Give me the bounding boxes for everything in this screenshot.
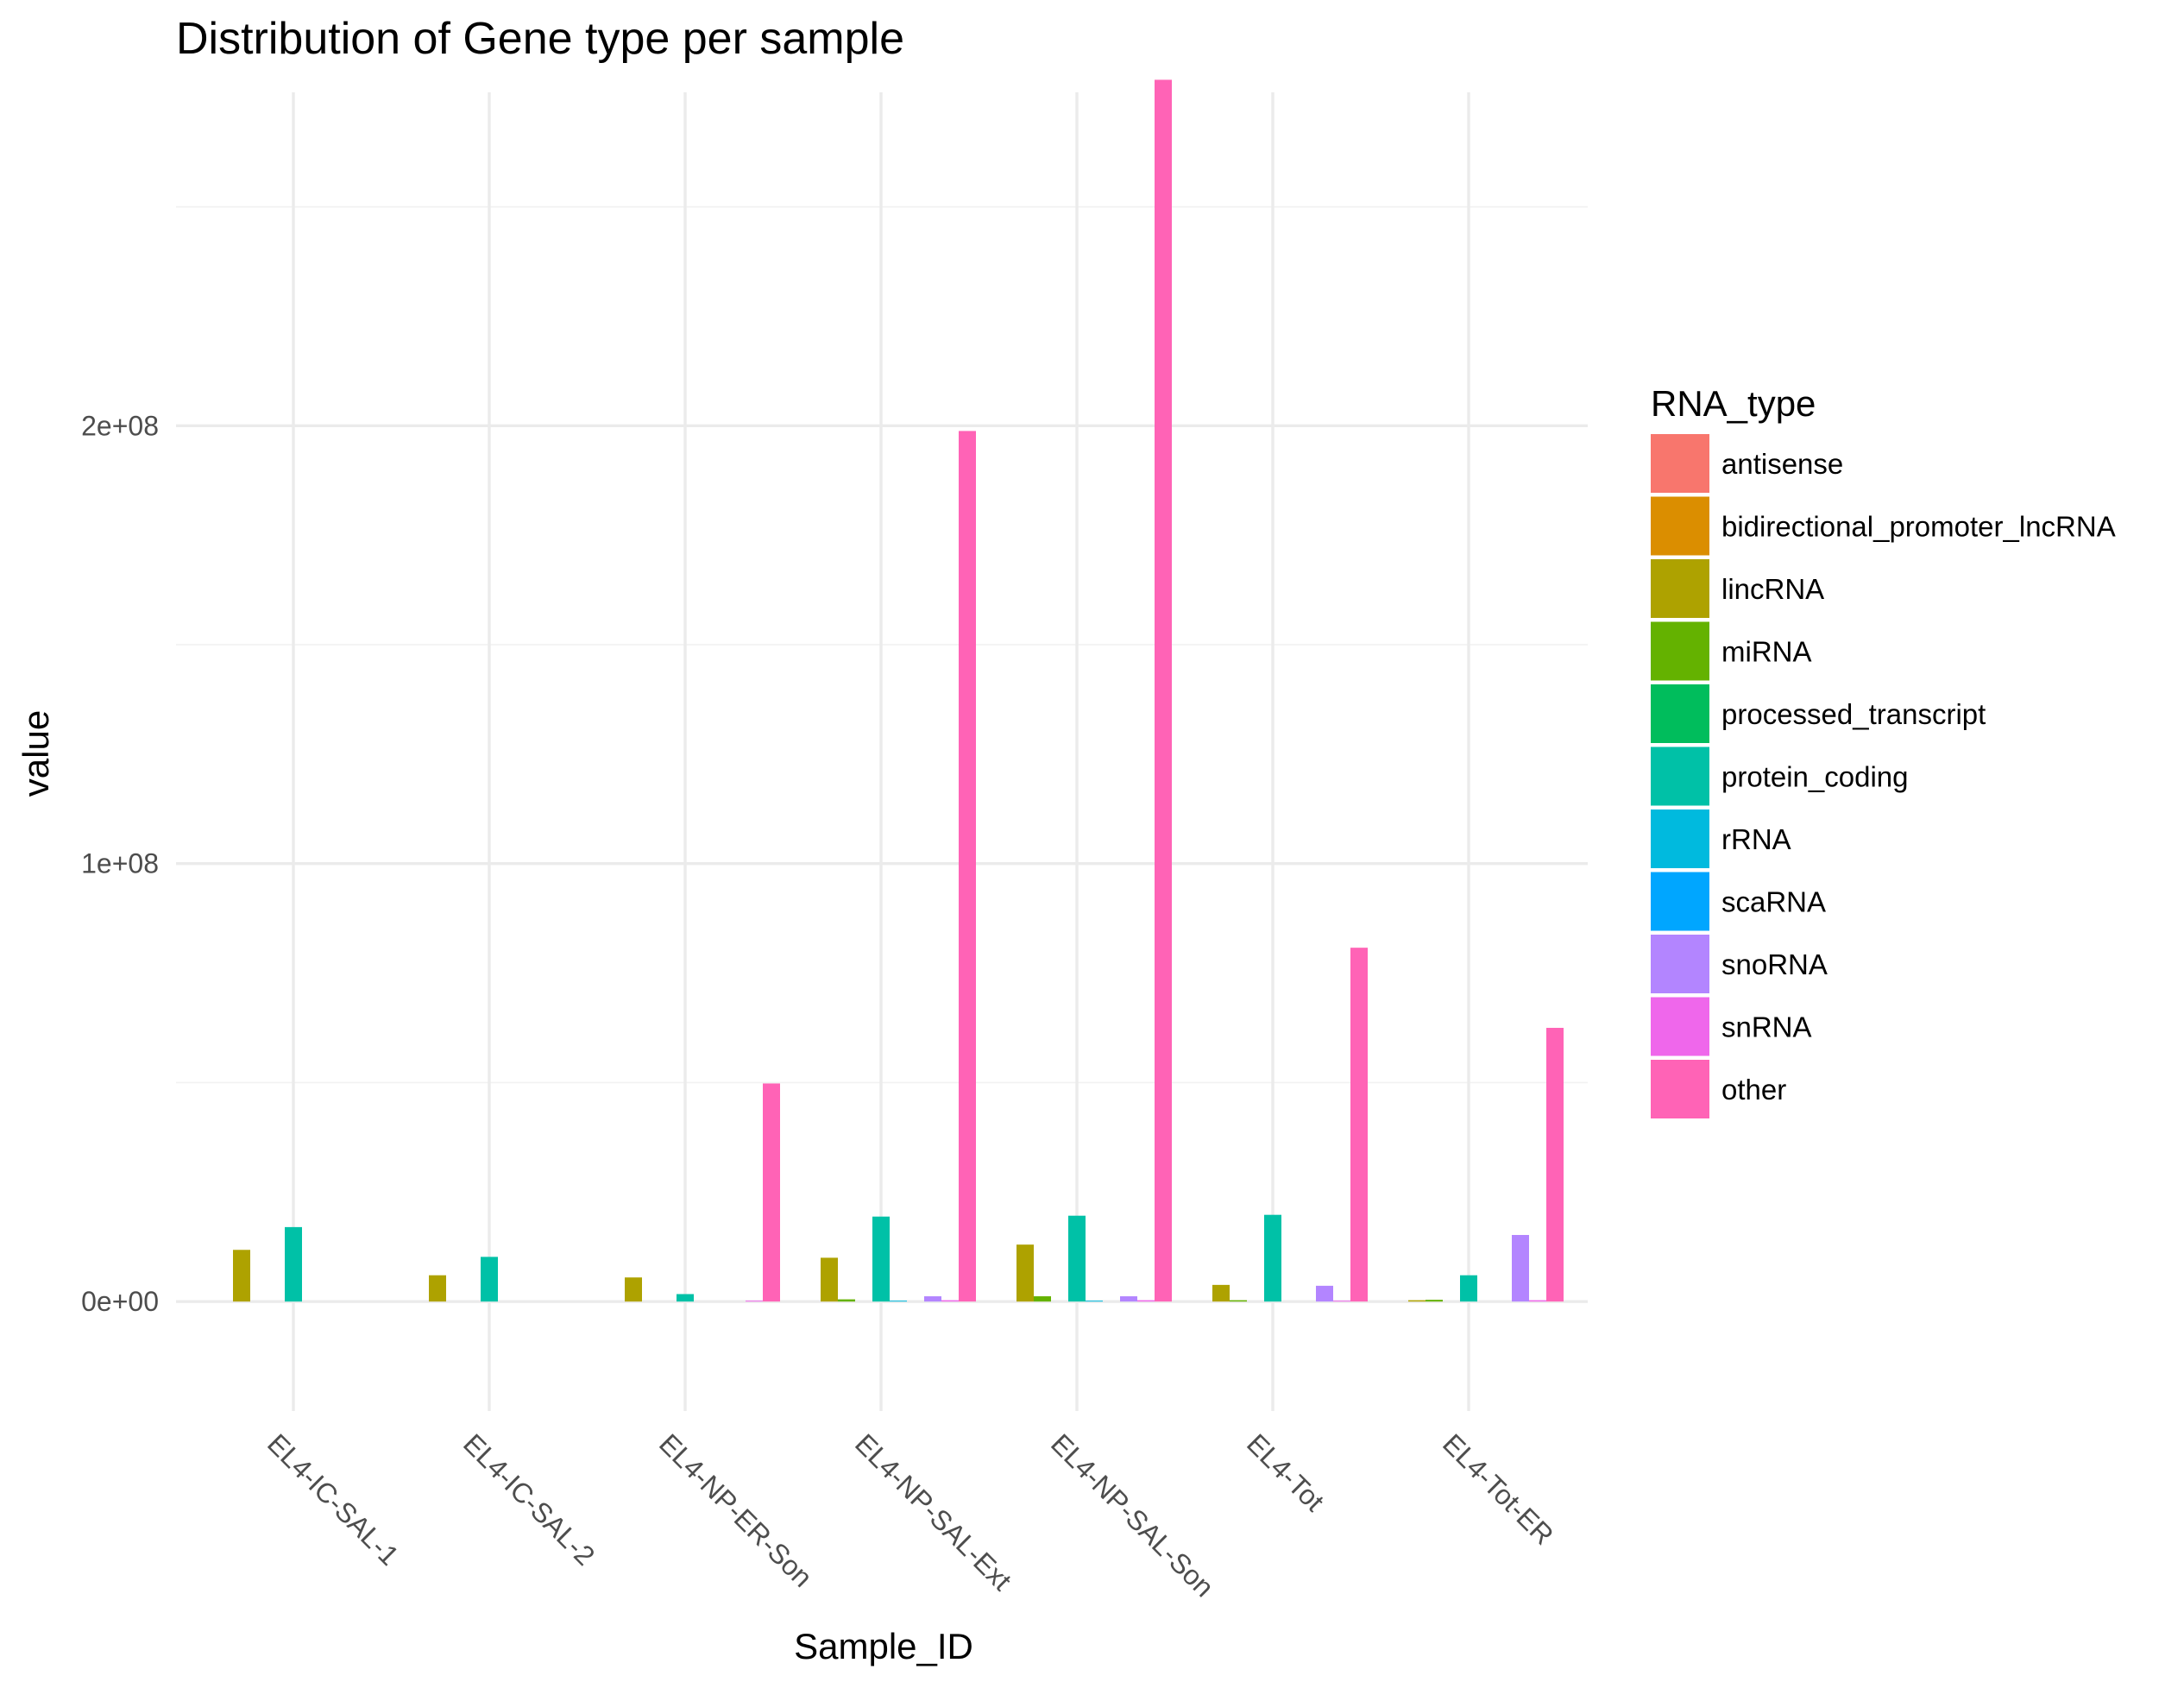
legend-key-processed_transcript [1651, 684, 1709, 743]
legend-label-lincRNA: lincRNA [1721, 573, 1824, 605]
legend-items: antisense bidirectional_promoter_lncRNAli… [1651, 434, 2116, 1118]
bar-lincRNA-EL4-NP-SAL-Ext [821, 1257, 838, 1302]
bar-snRNA-EL4-Tot-ER [1529, 1300, 1546, 1302]
bar-protein_coding-EL4-NP-SAL-Ext [872, 1216, 890, 1302]
chart-title: Distribution of Gene type per sample [176, 14, 904, 64]
x-tick-label: EL4-IC-SAL-1 [261, 1427, 405, 1571]
bar-snRNA-EL4-NP-SAL-Son [1137, 1300, 1155, 1302]
bar-protein_coding-EL4-Tot-ER [1460, 1275, 1477, 1302]
legend: RNA_type antisense bidirectional_promoter… [1651, 383, 2116, 1118]
x-tick-label: EL4-Tot [1241, 1427, 1331, 1517]
legend-label-scaRNA: scaRNA [1721, 886, 1826, 918]
bar-lincRNA-EL4-IC-SAL-2 [429, 1275, 446, 1302]
bar-protein_coding-EL4-IC-SAL-2 [481, 1257, 498, 1302]
y-tick-label: 0e+00 [81, 1286, 159, 1317]
y-axis-title: value [16, 710, 56, 797]
bar-miRNA-EL4-NP-SAL-Ext [838, 1299, 855, 1302]
x-tick-label: EL4-NP-SAL-Son [1045, 1427, 1220, 1603]
bar-snoRNA-EL4-Tot [1316, 1285, 1333, 1302]
x-tick-label: EL4-NP-SAL-Ext [849, 1427, 1017, 1596]
bar-miRNA-EL4-Tot [1230, 1300, 1247, 1302]
legend-title: RNA_type [1651, 383, 1816, 424]
bar-snRNA-EL4-NP-SAL-Ext [941, 1300, 959, 1302]
gridlines [176, 92, 1588, 1411]
bar-lincRNA-EL4-IC-SAL-1 [233, 1250, 250, 1302]
bars [233, 79, 1564, 1302]
bar-snoRNA-EL4-NP-SAL-Son [1120, 1296, 1137, 1302]
legend-key-other [1651, 1060, 1709, 1118]
legend-key-miRNA [1651, 621, 1709, 681]
y-tick-label: 1e+08 [81, 848, 159, 879]
legend-label-snRNA: snRNA [1721, 1011, 1812, 1043]
bar-protein_coding-EL4-NP-ER-Son [677, 1294, 694, 1302]
bar-other-EL4-NP-SAL-Ext [959, 431, 976, 1302]
legend-label-antisense: antisense [1721, 448, 1843, 480]
y-axis-ticks: 0e+00 1e+08 2e+08 [81, 410, 159, 1317]
bar-protein_coding-EL4-Tot [1264, 1214, 1281, 1302]
legend-label-processed_transcript: processed_transcript [1721, 698, 1986, 730]
legend-label-bidirectional_promoter_lncRNA: bidirectional_promoter_lncRNA [1721, 511, 2116, 543]
bar-miRNA-EL4-Tot-ER [1426, 1300, 1443, 1302]
bar-snoRNA-EL4-NP-SAL-Ext [924, 1296, 941, 1302]
bar-protein_coding-EL4-IC-SAL-1 [285, 1226, 302, 1302]
legend-key-scaRNA [1651, 872, 1709, 931]
bar-lincRNA-EL4-NP-ER-Son [625, 1277, 642, 1302]
y-tick-label: 2e+08 [81, 410, 159, 441]
legend-key-protein_coding [1651, 747, 1709, 806]
legend-label-other: other [1721, 1074, 1786, 1106]
legend-key-snRNA [1651, 997, 1709, 1056]
x-tick-label: EL4-NP-ER-Son [653, 1427, 818, 1592]
legend-label-rRNA: rRNA [1721, 823, 1791, 855]
legend-label-snoRNA: snoRNA [1721, 948, 1828, 980]
bar-lincRNA-EL4-Tot-ER [1408, 1300, 1426, 1302]
legend-key-snoRNA [1651, 935, 1709, 993]
x-tick-label: EL4-Tot-ER [1437, 1427, 1559, 1550]
bar-protein_coding-EL4-NP-SAL-Son [1068, 1215, 1086, 1302]
bar-other-EL4-Tot-ER [1546, 1028, 1564, 1302]
legend-label-miRNA: miRNA [1721, 636, 1812, 668]
bar-other-EL4-NP-SAL-Son [1155, 79, 1172, 1302]
bar-lincRNA-EL4-Tot [1212, 1284, 1230, 1302]
legend-key-bidirectional_promoter_lncRNA [1651, 496, 1709, 556]
bar-miRNA-EL4-NP-SAL-Son [1034, 1296, 1051, 1302]
bar-other-EL4-Tot [1350, 948, 1368, 1302]
legend-label-protein_coding: protein_coding [1721, 761, 1909, 793]
x-axis-title: Sample_ID [794, 1626, 973, 1666]
bar-lincRNA-EL4-NP-SAL-Son [1016, 1244, 1034, 1302]
legend-key-antisense [1651, 434, 1709, 493]
bar-other-EL4-NP-ER-Son [763, 1083, 780, 1302]
legend-key-rRNA [1651, 810, 1709, 868]
bar-snoRNA-EL4-Tot-ER [1512, 1235, 1529, 1302]
legend-key-lincRNA [1651, 559, 1709, 618]
x-axis-ticks: EL4-IC-SAL-1 EL4-IC-SAL-2 EL4-NP-ER-Son EL4… [261, 1427, 1559, 1603]
x-tick-label: EL4-IC-SAL-2 [457, 1427, 601, 1571]
